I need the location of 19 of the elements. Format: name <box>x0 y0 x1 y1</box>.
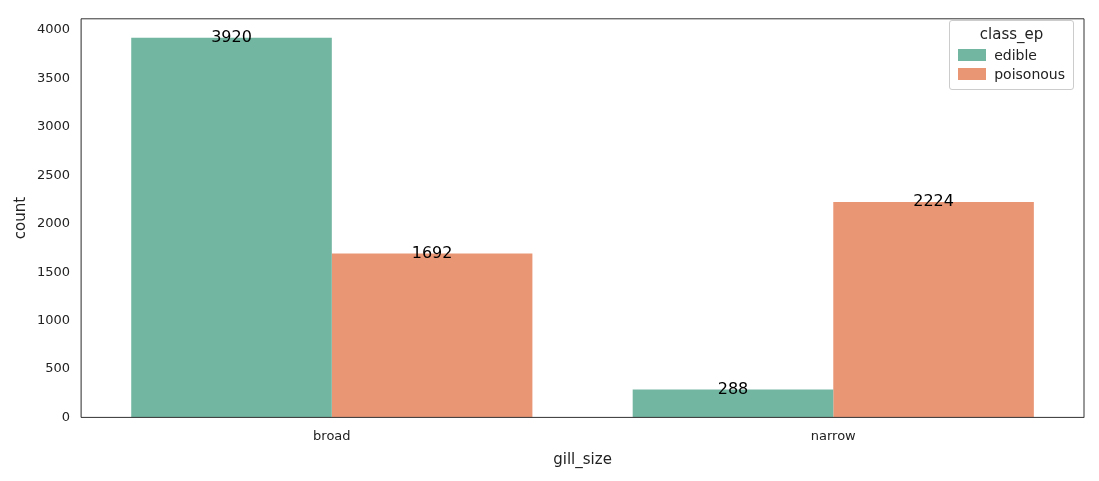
y-tick-label: 2500 <box>36 166 71 182</box>
data-label: 1692 <box>411 242 453 262</box>
y-tick-label: 500 <box>45 360 71 376</box>
y-tick-label: 1500 <box>36 263 71 279</box>
y-tick-label: 3500 <box>36 69 71 85</box>
y-tick-label: 3000 <box>36 118 71 134</box>
x-axis-title: gill_size <box>553 449 612 469</box>
x-tick-label: broad <box>313 427 351 443</box>
y-tick-label: 1000 <box>36 311 71 327</box>
data-label: 2224 <box>913 191 954 211</box>
y-tick-label: 0 <box>61 408 71 424</box>
y-axis-title: count <box>10 196 29 240</box>
legend-label: edible <box>994 47 1037 63</box>
y-tick-label: 4000 <box>36 21 71 37</box>
legend-title: class_ep <box>978 25 1045 43</box>
legend-label: poisonous <box>994 66 1065 82</box>
y-tick-label: 2000 <box>36 215 71 231</box>
data-label: 3920 <box>211 26 252 46</box>
x-tick-label: narrow <box>810 427 857 443</box>
